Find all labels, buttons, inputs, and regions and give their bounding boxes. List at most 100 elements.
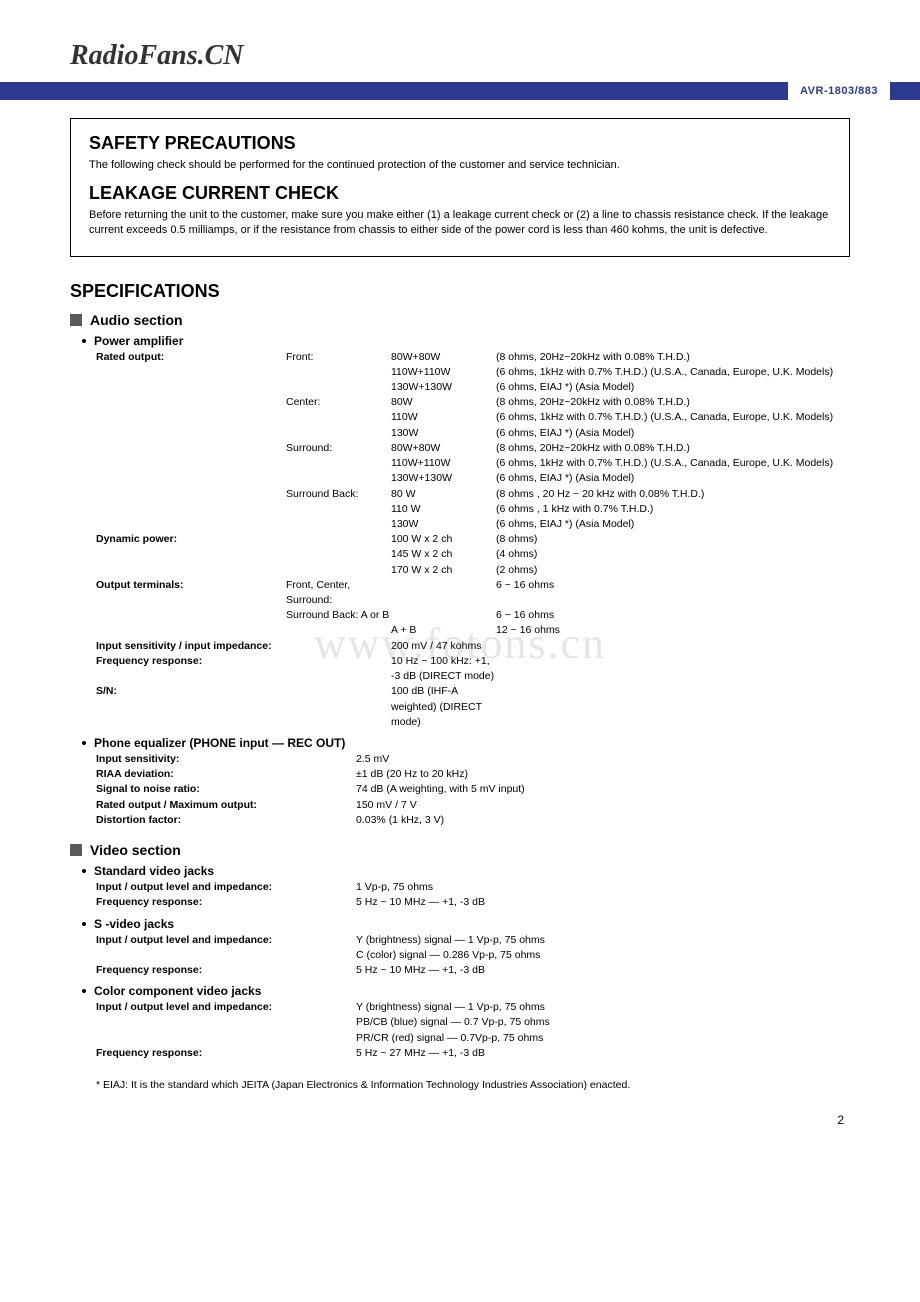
spec-col-b: 110W <box>391 410 496 425</box>
spec-label: Output terminals: <box>96 578 286 608</box>
spec-col-a <box>286 380 391 395</box>
spec-label: Rated output / Maximum output: <box>96 798 356 813</box>
spec-col-c: (6 ohms, EIAJ *) (Asia Model) <box>496 380 850 395</box>
video-group-header: Standard video jacks <box>82 864 850 878</box>
video-group-table: Input / output level and impedance:Y (br… <box>96 1000 850 1061</box>
spec-row: A + B12 ~ 16 ohms <box>96 623 850 638</box>
header-bar: AVR-1803/883 <box>70 82 850 100</box>
spec-label <box>96 456 286 471</box>
spec-col-c <box>496 654 850 684</box>
spec-col-a: Surround: <box>286 441 391 456</box>
spec-label <box>96 395 286 410</box>
spec-label: Input sensitivity: <box>96 752 356 767</box>
spec-col-b: 110 W <box>391 502 496 517</box>
spec-value: Y (brightness) signal — 1 Vp-p, 75 ohms <box>356 1000 850 1015</box>
bullet-icon <box>82 339 86 343</box>
spec-row: Surround Back: A or B6 ~ 16 ohms <box>96 608 850 623</box>
spec-row: 130W+130W(6 ohms, EIAJ *) (Asia Model) <box>96 471 850 486</box>
spec-row: RIAA deviation:±1 dB (20 Hz to 20 kHz) <box>96 767 850 782</box>
spec-col-b: 80 W <box>391 487 496 502</box>
phone-eq-table: Input sensitivity:2.5 mVRIAA deviation:±… <box>96 752 850 828</box>
spec-col-b: 170 W x 2 ch <box>391 563 496 578</box>
spec-row: 110W+110W(6 ohms, 1kHz with 0.7% T.H.D.)… <box>96 365 850 380</box>
spec-col-b: 100 dB (IHF-A weighted) (DIRECT mode) <box>391 684 496 730</box>
spec-label: Signal to noise ratio: <box>96 782 356 797</box>
spec-label <box>96 1031 356 1046</box>
spec-col-c: 12 ~ 16 ohms <box>496 623 850 638</box>
video-group-table: Input / output level and impedance:Y (br… <box>96 933 850 979</box>
spec-label <box>96 380 286 395</box>
spec-label <box>96 410 286 425</box>
spec-col-a: Surround Back: <box>286 487 391 502</box>
spec-col-b: 10 Hz ~ 100 kHz: +1, -3 dB (DIRECT mode) <box>391 654 496 684</box>
spec-value: Y (brightness) signal — 1 Vp-p, 75 ohms <box>356 933 850 948</box>
square-icon <box>70 844 82 856</box>
spec-row: 110 W(6 ohms , 1 kHz with 0.7% T.H.D.) <box>96 502 850 517</box>
spec-label <box>96 471 286 486</box>
spec-col-b: 110W+110W <box>391 456 496 471</box>
spec-value: PB/CB (blue) signal — 0.7 Vp-p, 75 ohms <box>356 1015 850 1030</box>
bullet-icon <box>82 922 86 926</box>
brand-title: RadioFans.CN <box>70 40 850 72</box>
spec-row: Surround:80W+80W(8 ohms, 20Hz~20kHz with… <box>96 441 850 456</box>
spec-row: 130W(6 ohms, EIAJ *) (Asia Model) <box>96 517 850 532</box>
spec-value: 2.5 mV <box>356 752 850 767</box>
audio-section-header: Audio section <box>70 312 850 328</box>
spec-col-c: 6 ~ 16 ohms <box>496 578 850 608</box>
spec-col-a: Front, Center, Surround: <box>286 578 391 608</box>
video-section-header: Video section <box>70 842 850 858</box>
spec-label: Frequency response: <box>96 963 356 978</box>
spec-row: Input / output level and impedance:Y (br… <box>96 933 850 948</box>
spec-col-b: 130W+130W <box>391 380 496 395</box>
spec-col-c: (8 ohms , 20 Hz ~ 20 kHz with 0.08% T.H.… <box>496 487 850 502</box>
spec-label: Input / output level and impedance: <box>96 1000 356 1015</box>
spec-col-a <box>286 471 391 486</box>
spec-label <box>96 441 286 456</box>
spec-col-a <box>286 684 391 730</box>
spec-col-a: Center: <box>286 395 391 410</box>
spec-col-a: Front: <box>286 350 391 365</box>
spec-col-b <box>391 578 496 608</box>
video-section-title: Video section <box>90 842 181 858</box>
spec-label <box>96 623 286 638</box>
spec-row: Input / output level and impedance:Y (br… <box>96 1000 850 1015</box>
spec-row: Rated output:Front:80W+80W(8 ohms, 20Hz~… <box>96 350 850 365</box>
spec-label <box>96 547 286 562</box>
spec-value: 0.03% (1 kHz, 3 V) <box>356 813 850 828</box>
spec-row: PB/CB (blue) signal — 0.7 Vp-p, 75 ohms <box>96 1015 850 1030</box>
spec-label: Input / output level and impedance: <box>96 880 356 895</box>
spec-label: S/N: <box>96 684 286 730</box>
bullet-icon <box>82 869 86 873</box>
spec-row: Input sensitivity:2.5 mV <box>96 752 850 767</box>
spec-row: 130W(6 ohms, EIAJ *) (Asia Model) <box>96 426 850 441</box>
spec-col-a <box>286 410 391 425</box>
spec-value: 1 Vp-p, 75 ohms <box>356 880 850 895</box>
spec-value: 5 Hz ~ 10 MHz — +1, -3 dB <box>356 895 850 910</box>
spec-value: PR/CR (red) signal — 0.7Vp-p, 75 ohms <box>356 1031 850 1046</box>
spec-col-b: 130W+130W <box>391 471 496 486</box>
video-group-header: S -video jacks <box>82 917 850 931</box>
video-group-table: Input / output level and impedance:1 Vp-… <box>96 880 850 910</box>
spec-row: 110W+110W(6 ohms, 1kHz with 0.7% T.H.D.)… <box>96 456 850 471</box>
spec-row: S/N: 100 dB (IHF-A weighted) (DIRECT mode… <box>96 684 850 730</box>
spec-row: Center:80W(8 ohms, 20Hz~20kHz with 0.08%… <box>96 395 850 410</box>
spec-col-c: (6 ohms, EIAJ *) (Asia Model) <box>496 471 850 486</box>
spec-label: RIAA deviation: <box>96 767 356 782</box>
spec-col-c: (6 ohms, 1kHz with 0.7% T.H.D.) (U.S.A.,… <box>496 456 850 471</box>
spec-value: ±1 dB (20 Hz to 20 kHz) <box>356 767 850 782</box>
spec-row: 130W+130W(6 ohms, EIAJ *) (Asia Model) <box>96 380 850 395</box>
spec-label: Frequency response: <box>96 895 356 910</box>
spec-row: Frequency response:10 Hz ~ 100 kHz: +1, … <box>96 654 850 684</box>
spec-label <box>96 608 286 623</box>
spec-label: Input / output level and impedance: <box>96 933 356 948</box>
spec-row: 170 W x 2 ch(2 ohms) <box>96 563 850 578</box>
spec-col-a <box>286 654 391 684</box>
spec-label <box>96 365 286 380</box>
spec-col-a <box>286 517 391 532</box>
audio-section-title: Audio section <box>90 312 183 328</box>
power-amplifier-title: Power amplifier <box>94 334 183 348</box>
spec-col-b: 130W <box>391 517 496 532</box>
spec-col-c <box>496 639 850 654</box>
spec-col-b: A + B <box>391 623 496 638</box>
spec-col-b: 80W <box>391 395 496 410</box>
